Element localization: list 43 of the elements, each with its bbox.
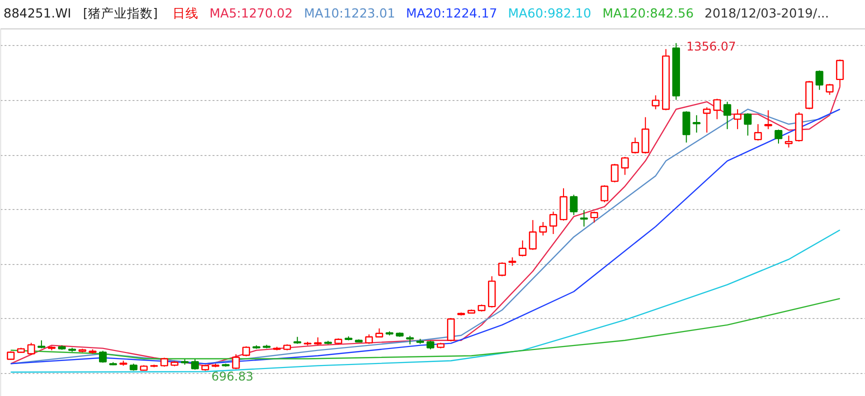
candlestick bbox=[764, 110, 772, 130]
candlestick bbox=[784, 135, 793, 148]
candlestick bbox=[652, 94, 660, 110]
candlestick bbox=[713, 98, 721, 120]
candlestick bbox=[642, 116, 650, 154]
text: 2018/12/03-2019/... bbox=[704, 6, 829, 20]
annotation: 1356.07 bbox=[686, 40, 736, 54]
candlestick bbox=[570, 194, 578, 216]
candlestick bbox=[774, 129, 782, 144]
candlestick bbox=[631, 137, 640, 154]
annotation: 696.83 bbox=[211, 369, 254, 384]
candlestick bbox=[816, 70, 824, 90]
candlestick bbox=[600, 184, 608, 203]
text: 日线 bbox=[172, 6, 198, 20]
text: MA120:842.56 bbox=[602, 6, 694, 20]
candlestick bbox=[590, 211, 598, 224]
candlestick bbox=[692, 114, 700, 134]
text: MA10:1223.01 bbox=[304, 6, 396, 20]
candlestick bbox=[528, 220, 537, 250]
candlestick bbox=[744, 112, 752, 136]
candlestick bbox=[518, 240, 526, 257]
candlestick bbox=[754, 124, 762, 142]
candlestick bbox=[447, 317, 455, 342]
candlestick bbox=[610, 163, 619, 183]
chart-title: 884251.WI bbox=[4, 6, 72, 20]
candlestick bbox=[27, 342, 36, 356]
candlestick bbox=[580, 210, 588, 228]
text: MA20:1224.17 bbox=[406, 6, 498, 20]
candlestick bbox=[365, 334, 373, 344]
candlestick bbox=[836, 59, 844, 88]
candlestick bbox=[702, 106, 711, 134]
candlestick bbox=[826, 83, 834, 96]
chart-subtitle: [猪产业指数] bbox=[83, 6, 158, 20]
candlestick bbox=[232, 354, 240, 370]
text: MA60:982.10 bbox=[508, 6, 592, 20]
candlestick bbox=[560, 188, 568, 222]
text: MA5:1270.02 bbox=[210, 6, 293, 20]
candlestick bbox=[549, 211, 558, 234]
candlestick bbox=[682, 110, 690, 144]
candlestick bbox=[621, 156, 629, 176]
candlestick bbox=[723, 101, 732, 130]
candlestick bbox=[734, 108, 742, 130]
candlestick bbox=[539, 222, 547, 236]
